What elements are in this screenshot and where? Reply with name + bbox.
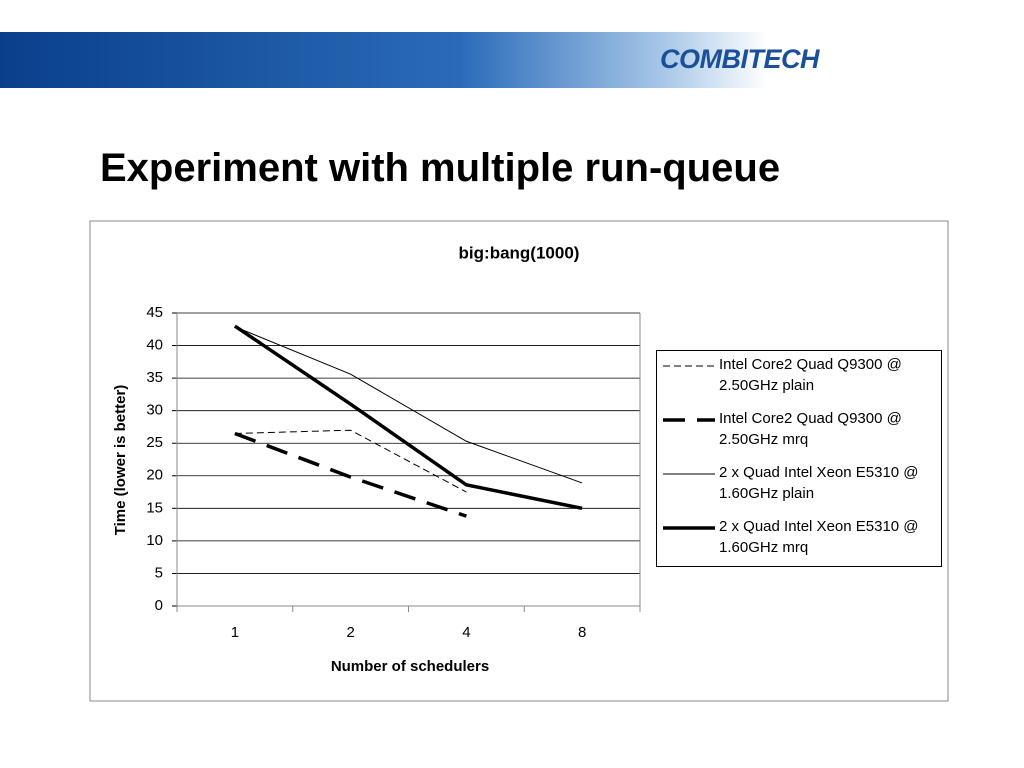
logo: COMBITECH <box>660 44 820 74</box>
legend-label: Intel Core2 Quad Q9300 @ 2.50GHz mrq <box>719 410 902 448</box>
legend-entry: Intel Core2 Quad Q9300 @ 2.50GHz mrq <box>657 405 941 459</box>
series-line <box>234 429 467 493</box>
slide-title: Experiment with multiple run-queue <box>100 146 781 190</box>
legend-swatch <box>663 418 715 422</box>
legend-entry: Intel Core2 Quad Q9300 @ 2.50GHz plain <box>657 351 941 405</box>
x-axis-label: Number of schedulers <box>331 658 489 675</box>
legend-entry: 2 x Quad Intel Xeon E5310 @ 1.60GHz plai… <box>657 459 941 513</box>
banner <box>0 32 1024 88</box>
y-tick-label: 5 <box>155 564 163 581</box>
y-tick-label: 25 <box>146 434 163 451</box>
y-tick-label: 35 <box>146 369 163 386</box>
y-tick-label: 20 <box>146 467 163 484</box>
y-axis-label: Time (lower is better) <box>112 385 129 536</box>
y-tick-label: 45 <box>146 304 163 321</box>
legend-label: Intel Core2 Quad Q9300 @ 2.50GHz plain <box>719 356 902 394</box>
legend-label: 2 x Quad Intel Xeon E5310 @ 1.60GHz plai… <box>719 464 919 502</box>
y-tick-label: 15 <box>146 499 163 516</box>
x-tick-label: 2 <box>346 624 354 641</box>
y-tick-label: 40 <box>146 337 163 354</box>
x-tick-label: 4 <box>462 624 470 641</box>
series-line <box>233 324 583 511</box>
legend-swatch <box>663 526 715 530</box>
x-tick-label: 8 <box>578 624 586 641</box>
legend-entry: 2 x Quad Intel Xeon E5310 @ 1.60GHz mrq <box>657 513 941 567</box>
x-tick-label: 1 <box>231 624 239 641</box>
y-tick-label: 30 <box>146 402 163 419</box>
legend-label: 2 x Quad Intel Xeon E5310 @ 1.60GHz mrq <box>719 518 919 556</box>
legend-swatch <box>663 365 715 367</box>
series-line <box>234 326 583 484</box>
legend: Intel Core2 Quad Q9300 @ 2.50GHz plain In… <box>656 350 942 567</box>
y-tick-label: 10 <box>146 532 163 549</box>
series-line <box>234 431 467 518</box>
y-tick-label: 0 <box>155 597 163 614</box>
chart-title: big:bang(1000) <box>459 243 580 262</box>
legend-swatch <box>663 473 715 475</box>
